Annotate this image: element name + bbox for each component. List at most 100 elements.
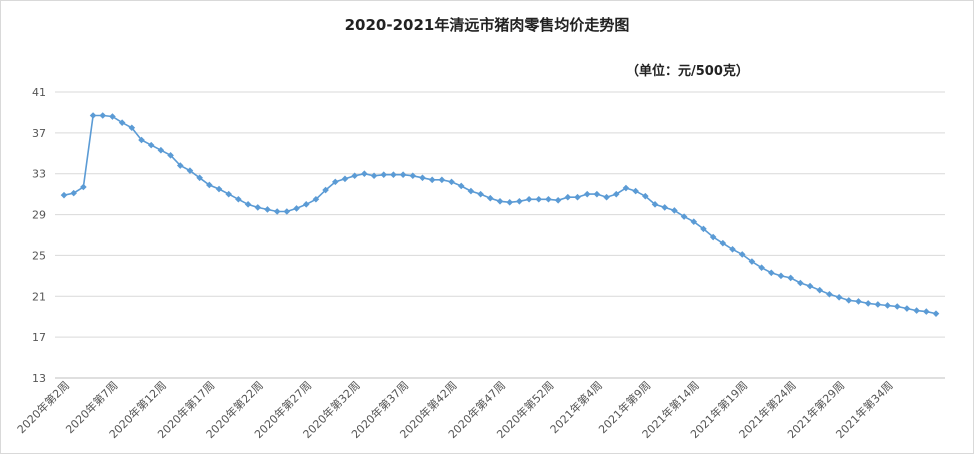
data-point <box>525 195 533 203</box>
data-point <box>70 189 77 197</box>
data-point <box>583 190 591 198</box>
data-point <box>893 303 901 310</box>
data-point <box>215 185 223 193</box>
data-point <box>932 310 940 317</box>
data-point <box>864 300 872 307</box>
data-point <box>700 225 707 233</box>
data-point <box>361 170 368 178</box>
data-point <box>176 162 184 169</box>
data-point <box>661 204 669 211</box>
y-tick-label: 25 <box>32 249 46 262</box>
data-point <box>370 172 378 180</box>
data-point <box>680 213 688 220</box>
data-point <box>603 193 610 201</box>
data-point <box>89 112 97 119</box>
y-tick-label: 21 <box>32 290 46 303</box>
data-point <box>797 279 804 287</box>
data-point <box>225 190 233 198</box>
data-point <box>923 308 930 315</box>
data-point <box>109 113 116 120</box>
data-point <box>719 239 727 247</box>
data-point <box>235 195 242 203</box>
data-point <box>457 182 465 190</box>
y-tick-label: 33 <box>32 168 46 181</box>
data-point <box>913 307 920 314</box>
data-point <box>186 167 194 174</box>
gridlines <box>55 91 945 379</box>
data-point <box>564 193 572 201</box>
data-point <box>264 206 271 213</box>
data-point <box>293 205 300 212</box>
data-point <box>487 194 494 202</box>
data-point <box>283 208 291 215</box>
data-point <box>738 251 746 258</box>
data-point <box>147 141 155 149</box>
data-point <box>80 183 87 191</box>
data-point <box>399 171 407 179</box>
data-point <box>835 294 843 301</box>
data-point <box>506 199 513 206</box>
chart-subtitle: （单位：元/500克） <box>626 64 749 79</box>
data-point <box>622 184 630 192</box>
data-point <box>545 195 552 203</box>
data-point <box>574 193 581 201</box>
data-point <box>884 302 891 309</box>
data-point <box>671 207 678 214</box>
data-point <box>767 269 775 277</box>
y-tick-label: 13 <box>32 372 46 385</box>
data-point <box>535 195 543 203</box>
data-point <box>748 258 756 265</box>
data-point <box>690 218 698 226</box>
data-point <box>428 176 436 184</box>
y-tick-label: 17 <box>32 331 46 344</box>
data-point <box>855 298 862 305</box>
data-point <box>273 208 281 215</box>
data-point <box>642 192 649 200</box>
data-point <box>874 301 882 308</box>
data-point <box>826 290 833 298</box>
y-tick-label: 37 <box>32 127 46 140</box>
data-point <box>477 190 484 198</box>
chart-title: 2020-2021年清远市猪肉零售均价走势图 <box>344 16 630 34</box>
data-point <box>99 112 107 119</box>
data-point <box>709 233 717 241</box>
data-point <box>244 201 252 208</box>
data-point <box>903 305 911 312</box>
data-point <box>496 197 504 205</box>
data-point <box>516 197 523 205</box>
data-point <box>467 187 475 195</box>
data-point <box>196 174 203 182</box>
data-point <box>758 264 765 271</box>
data-point <box>351 172 358 180</box>
data-point <box>380 171 388 179</box>
data-point <box>312 195 320 203</box>
data-point <box>806 282 814 290</box>
y-tick-label: 29 <box>32 209 46 222</box>
data-point <box>409 172 417 180</box>
data-point <box>593 190 601 198</box>
data-point <box>167 152 174 159</box>
data-point <box>322 186 329 194</box>
data-point <box>632 187 639 195</box>
x-axis: 2020年第2周2020年第7周2020年第12周2020年第17周2020年第… <box>14 378 896 441</box>
price-series <box>60 112 940 317</box>
data-point <box>128 124 136 132</box>
data-point <box>651 201 659 208</box>
data-point <box>60 191 68 199</box>
data-point <box>845 297 853 304</box>
data-point <box>138 136 145 144</box>
data-point <box>729 246 736 253</box>
data-point <box>341 175 349 183</box>
data-point <box>118 119 126 126</box>
y-axis: 13 17 21 25 29 33 37 41 <box>32 86 46 385</box>
data-point <box>554 196 562 204</box>
data-point <box>787 274 794 282</box>
data-point <box>612 190 620 198</box>
data-point <box>331 178 339 186</box>
data-point <box>302 201 310 208</box>
data-point <box>816 286 824 294</box>
data-point <box>390 171 397 179</box>
data-point <box>777 272 785 280</box>
data-point <box>206 181 213 189</box>
